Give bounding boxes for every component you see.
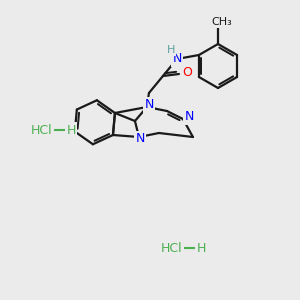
Text: N: N xyxy=(144,98,154,112)
Text: HCl: HCl xyxy=(161,242,183,254)
Text: O: O xyxy=(182,65,192,79)
Text: N: N xyxy=(172,52,182,65)
Text: N: N xyxy=(184,110,194,124)
Text: HCl: HCl xyxy=(31,124,53,136)
Text: H: H xyxy=(196,242,206,254)
Text: N: N xyxy=(135,133,145,146)
Text: H: H xyxy=(167,45,175,55)
Text: H: H xyxy=(66,124,76,136)
Text: CH₃: CH₃ xyxy=(212,17,233,27)
